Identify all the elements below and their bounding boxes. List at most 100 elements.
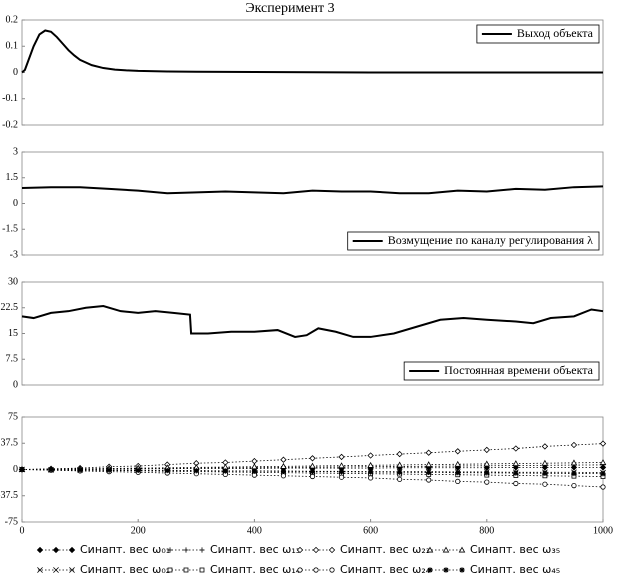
x-tick-label: 600: [363, 525, 378, 536]
point: [484, 470, 490, 476]
y-tick-label: 0.2: [6, 14, 19, 25]
legend-label: Выход объекта: [517, 26, 594, 40]
legend-marker: [459, 567, 465, 573]
point: [338, 469, 345, 475]
point: [571, 482, 577, 489]
point: [338, 453, 345, 461]
point: [512, 460, 520, 467]
point: [426, 477, 432, 483]
legend-label: Синапт. вес ω₂₄: [340, 563, 431, 576]
legend-marker: [458, 546, 466, 553]
y-tick-label: 3: [13, 146, 18, 157]
point: [193, 468, 199, 474]
legend-label: Синапт. вес ω₃₅: [470, 543, 560, 556]
point: [397, 469, 403, 475]
point: [280, 468, 287, 474]
y-tick-label: 1.5: [6, 172, 19, 183]
y-tick-label: 15: [8, 328, 18, 339]
series-line: [21, 305, 604, 338]
point: [338, 474, 345, 480]
legend-marker: [296, 546, 304, 554]
x-tick-label: 800: [479, 525, 494, 536]
point: [541, 459, 549, 466]
legend-label: Постоянная времени объекта: [444, 363, 594, 377]
point: [425, 449, 432, 456]
legend-marker: [313, 567, 319, 573]
point: [426, 469, 432, 476]
legend-label: Синапт. вес ω₄₅: [470, 563, 560, 576]
point: [542, 481, 548, 487]
point: [455, 470, 461, 476]
point: [396, 450, 403, 458]
y-tick-label: -0.2: [2, 119, 18, 130]
point: [570, 441, 578, 449]
legend: Постоянная времени объекта: [403, 361, 600, 381]
y-tick-label: 0: [13, 464, 18, 475]
legend-marker: [426, 546, 434, 553]
legend-marker: [68, 546, 76, 554]
point: [280, 462, 287, 469]
point: [483, 446, 490, 454]
y-tick-label: -75: [5, 516, 18, 527]
legend-label: Синапт. вес ω₁₄: [210, 563, 301, 576]
point: [541, 443, 549, 450]
point: [454, 448, 461, 455]
point: [483, 460, 491, 467]
x-tick-label: 0: [20, 525, 25, 536]
point: [309, 469, 316, 475]
point: [48, 467, 54, 473]
y-tick-label: 0.1: [6, 41, 19, 52]
y-tick-label: 30: [8, 276, 18, 287]
legend-marker: [53, 567, 59, 573]
point: [367, 461, 374, 468]
legend-marker: [52, 546, 60, 554]
point: [309, 462, 316, 469]
legend-marker: [443, 567, 449, 573]
y-tick-label: 22.5: [1, 302, 19, 313]
legend-label: Синапт. вес ω₀₁: [80, 543, 170, 556]
point: [484, 479, 490, 485]
legend-box: [476, 24, 600, 44]
point: [600, 484, 606, 490]
series-line: [21, 185, 604, 195]
legend-marker: [427, 567, 433, 573]
point: [222, 468, 228, 474]
y-tick-label: 0: [13, 67, 18, 78]
point: [455, 478, 461, 484]
legend-marker: [183, 567, 189, 573]
y-tick-label: 0: [13, 379, 18, 390]
legend-marker: [329, 567, 335, 573]
y-tick-label: 7.5: [6, 354, 19, 365]
legend-marker: [167, 567, 173, 573]
x-tick-label: 1000: [593, 525, 613, 536]
point: [164, 467, 170, 474]
legend-marker: [69, 567, 75, 573]
point: [251, 468, 257, 474]
x-tick-label: 200: [131, 525, 146, 536]
point: [454, 460, 462, 467]
point: [77, 467, 83, 473]
legend-label: Синапт. вес ω₁₃: [210, 543, 300, 556]
point: [106, 467, 112, 473]
point: [599, 440, 607, 447]
point: [599, 459, 607, 465]
y-tick-label: 75: [8, 411, 18, 422]
legend-marker: [199, 567, 205, 573]
y-tick-label: -1.5: [2, 224, 18, 235]
legend: Возмущение по каналу регулирования λ: [347, 231, 600, 251]
legend-marker: [183, 547, 189, 553]
y-tick-label: 37.5: [1, 438, 19, 449]
point: [570, 459, 578, 466]
point: [280, 473, 287, 479]
x-tick-label: 400: [247, 525, 262, 536]
point: [367, 475, 374, 481]
point: [512, 445, 520, 452]
legend-marker: [199, 547, 205, 553]
point: [367, 452, 374, 459]
legend-marker: [167, 547, 173, 553]
legend-marker: [312, 546, 320, 554]
legend-label: Синапт. вес ω₂₃: [340, 543, 430, 556]
series-line: [21, 29, 603, 74]
